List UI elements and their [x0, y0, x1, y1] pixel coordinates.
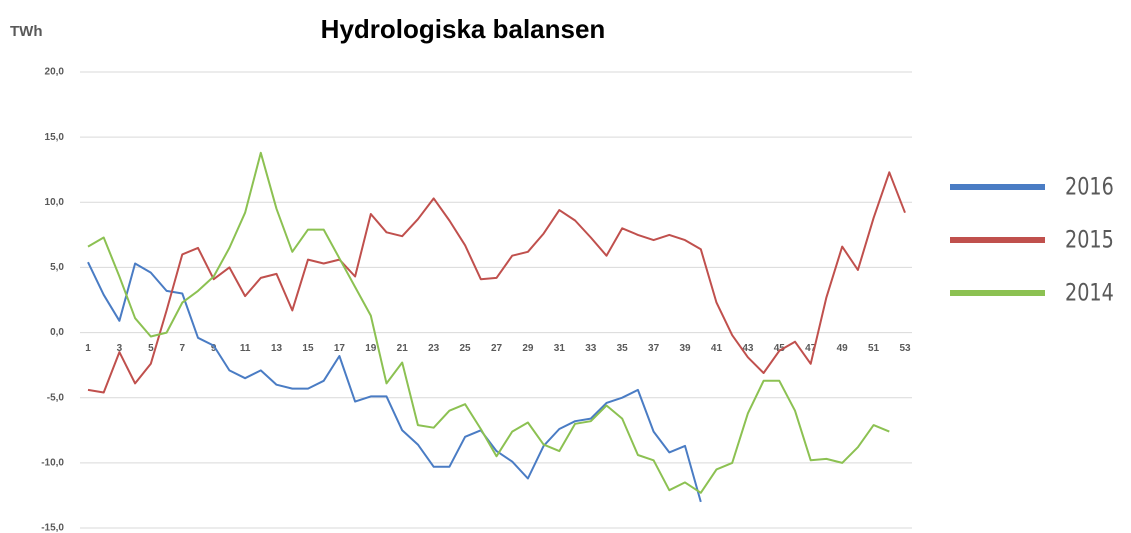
x-tick-label: 1 [85, 343, 91, 354]
y-tick-label: 0,0 [50, 327, 64, 338]
x-tick-label: 23 [428, 343, 440, 354]
y-tick-label: 10,0 [45, 197, 65, 208]
y-tick-label: 15,0 [45, 132, 65, 143]
legend-label: 2014 [1065, 280, 1114, 308]
y-tick-label: -5,0 [47, 392, 65, 403]
x-tick-label: 53 [899, 343, 911, 354]
x-tick-label: 3 [117, 343, 123, 354]
legend-label: 2015 [1065, 227, 1114, 255]
x-tick-label: 29 [522, 343, 534, 354]
x-tick-label: 9 [211, 343, 217, 354]
y-tick-label: 20,0 [45, 67, 65, 78]
series-line [87, 261, 702, 503]
series-line [87, 151, 890, 494]
y-axis-label: TWh [10, 23, 42, 40]
x-tick-label: 15 [302, 343, 314, 354]
x-tick-label: 33 [585, 343, 597, 354]
x-tick-label: 49 [837, 343, 849, 354]
x-tick-label: 35 [617, 343, 629, 354]
x-tick-label: 31 [554, 343, 566, 354]
y-tick-label: 5,0 [50, 262, 64, 273]
x-tick-label: 39 [679, 343, 691, 354]
chart-title: Hydrologiska balansen [321, 14, 606, 44]
x-tick-label: 45 [774, 343, 786, 354]
x-tick-label: 11 [240, 343, 251, 354]
x-tick-label: 51 [868, 343, 880, 354]
x-tick-label: 13 [271, 343, 283, 354]
x-tick-label: 47 [805, 343, 817, 354]
x-tick-label: 41 [711, 343, 723, 354]
x-tick-label: 25 [460, 343, 472, 354]
y-tick-label: -10,0 [41, 457, 64, 468]
x-tick-label: 17 [334, 343, 346, 354]
y-tick-label: -15,0 [41, 523, 64, 533]
x-tick-label: 7 [179, 343, 185, 354]
series-line [87, 171, 906, 394]
x-tick-label: 27 [491, 343, 503, 354]
x-tick-label: 5 [148, 343, 154, 354]
x-tick-label: 37 [648, 343, 660, 354]
x-tick-label: 19 [365, 343, 377, 354]
x-tick-label: 21 [397, 343, 409, 354]
x-tick-label: 43 [742, 343, 754, 354]
legend-label: 2016 [1065, 174, 1114, 202]
